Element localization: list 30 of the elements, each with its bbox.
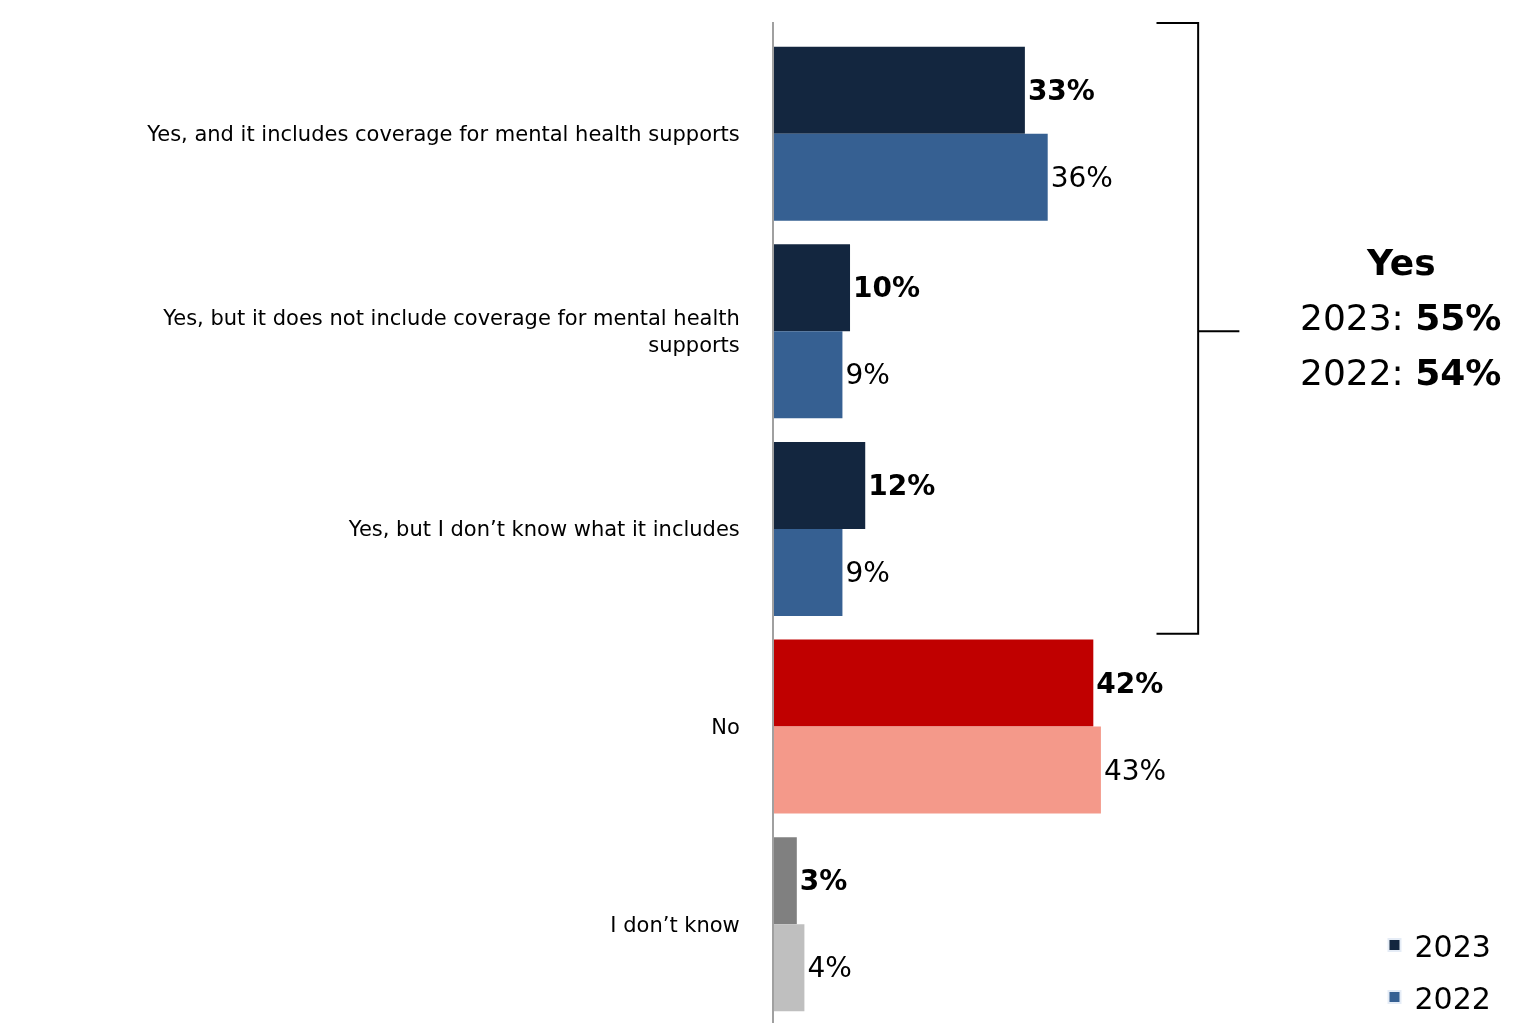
y-tick-label: Yes, and it includes coverage for mental health supports — [146, 122, 740, 147]
y-tick-label: I don’t know — [610, 912, 740, 937]
legend-label: 2022 — [1414, 980, 1491, 1016]
data-label: 9% — [845, 358, 890, 392]
data-label: 4% — [807, 951, 852, 985]
data-label: 3% — [799, 864, 848, 898]
text: 2022: 54% — [1300, 352, 1502, 393]
bar — [774, 244, 851, 332]
bar — [774, 528, 843, 616]
legend-label: 2023 — [1414, 928, 1491, 964]
bar — [774, 46, 1025, 134]
data-label: 12% — [868, 468, 936, 502]
data-label: 9% — [845, 555, 890, 589]
data-label: 33% — [1027, 73, 1095, 107]
data-label: 36% — [1050, 160, 1113, 194]
data-label: 43% — [1103, 753, 1167, 787]
bar — [774, 639, 1094, 727]
bar — [774, 726, 1101, 814]
y-tick-label: Yes, but it does not include coverage for mental health supports — [162, 306, 740, 358]
bar — [774, 837, 797, 925]
text: 2023: 55% — [1300, 297, 1502, 338]
y-tick-label: Yes, but I don’t know what it includes — [347, 517, 740, 542]
bar — [774, 924, 805, 1012]
bar — [774, 331, 843, 419]
text: Yes — [1366, 242, 1436, 283]
y-tick-label: No — [711, 714, 740, 739]
data-label: 42% — [1096, 666, 1164, 700]
bar — [774, 133, 1048, 221]
bar — [774, 441, 866, 529]
data-label: 10% — [853, 271, 921, 305]
